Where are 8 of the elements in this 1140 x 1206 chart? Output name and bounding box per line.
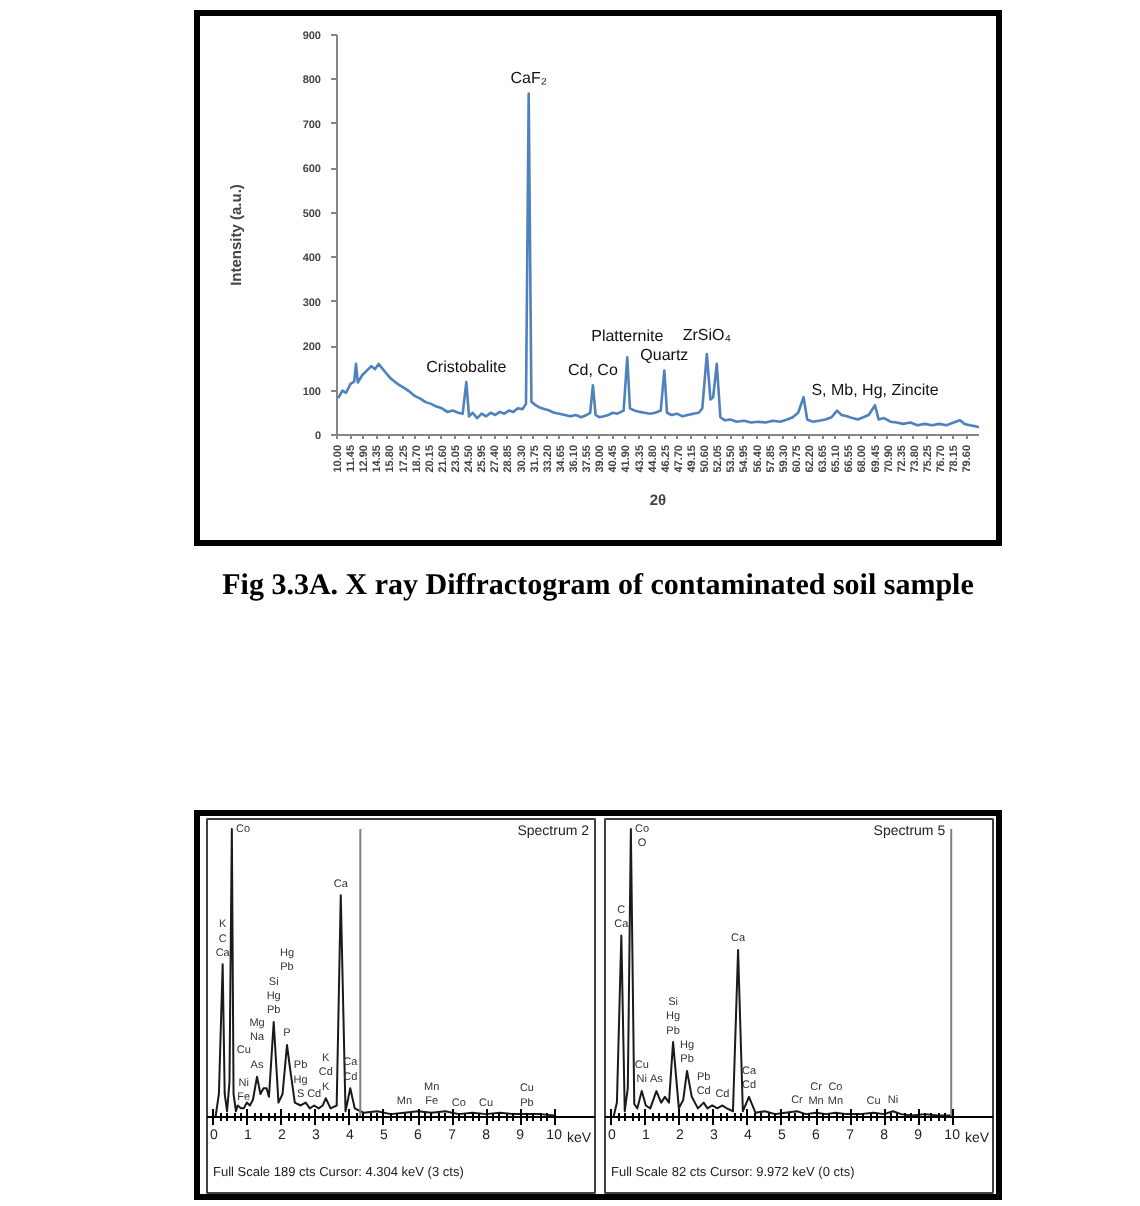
annotation: ZrSiO₄	[682, 325, 731, 344]
annotation: CaF₂	[510, 69, 547, 88]
annotation: S, Mb, Hg, Zincite	[811, 380, 940, 399]
annotation: Platternite	[591, 326, 665, 345]
annotation: Cristobalite	[426, 357, 508, 376]
annotation: Cd, Co	[568, 360, 619, 379]
caption: Fig 3.3A. X ray Diffractogram of contaminated soil sample	[222, 568, 974, 606]
annotation: Quartz	[640, 345, 689, 364]
